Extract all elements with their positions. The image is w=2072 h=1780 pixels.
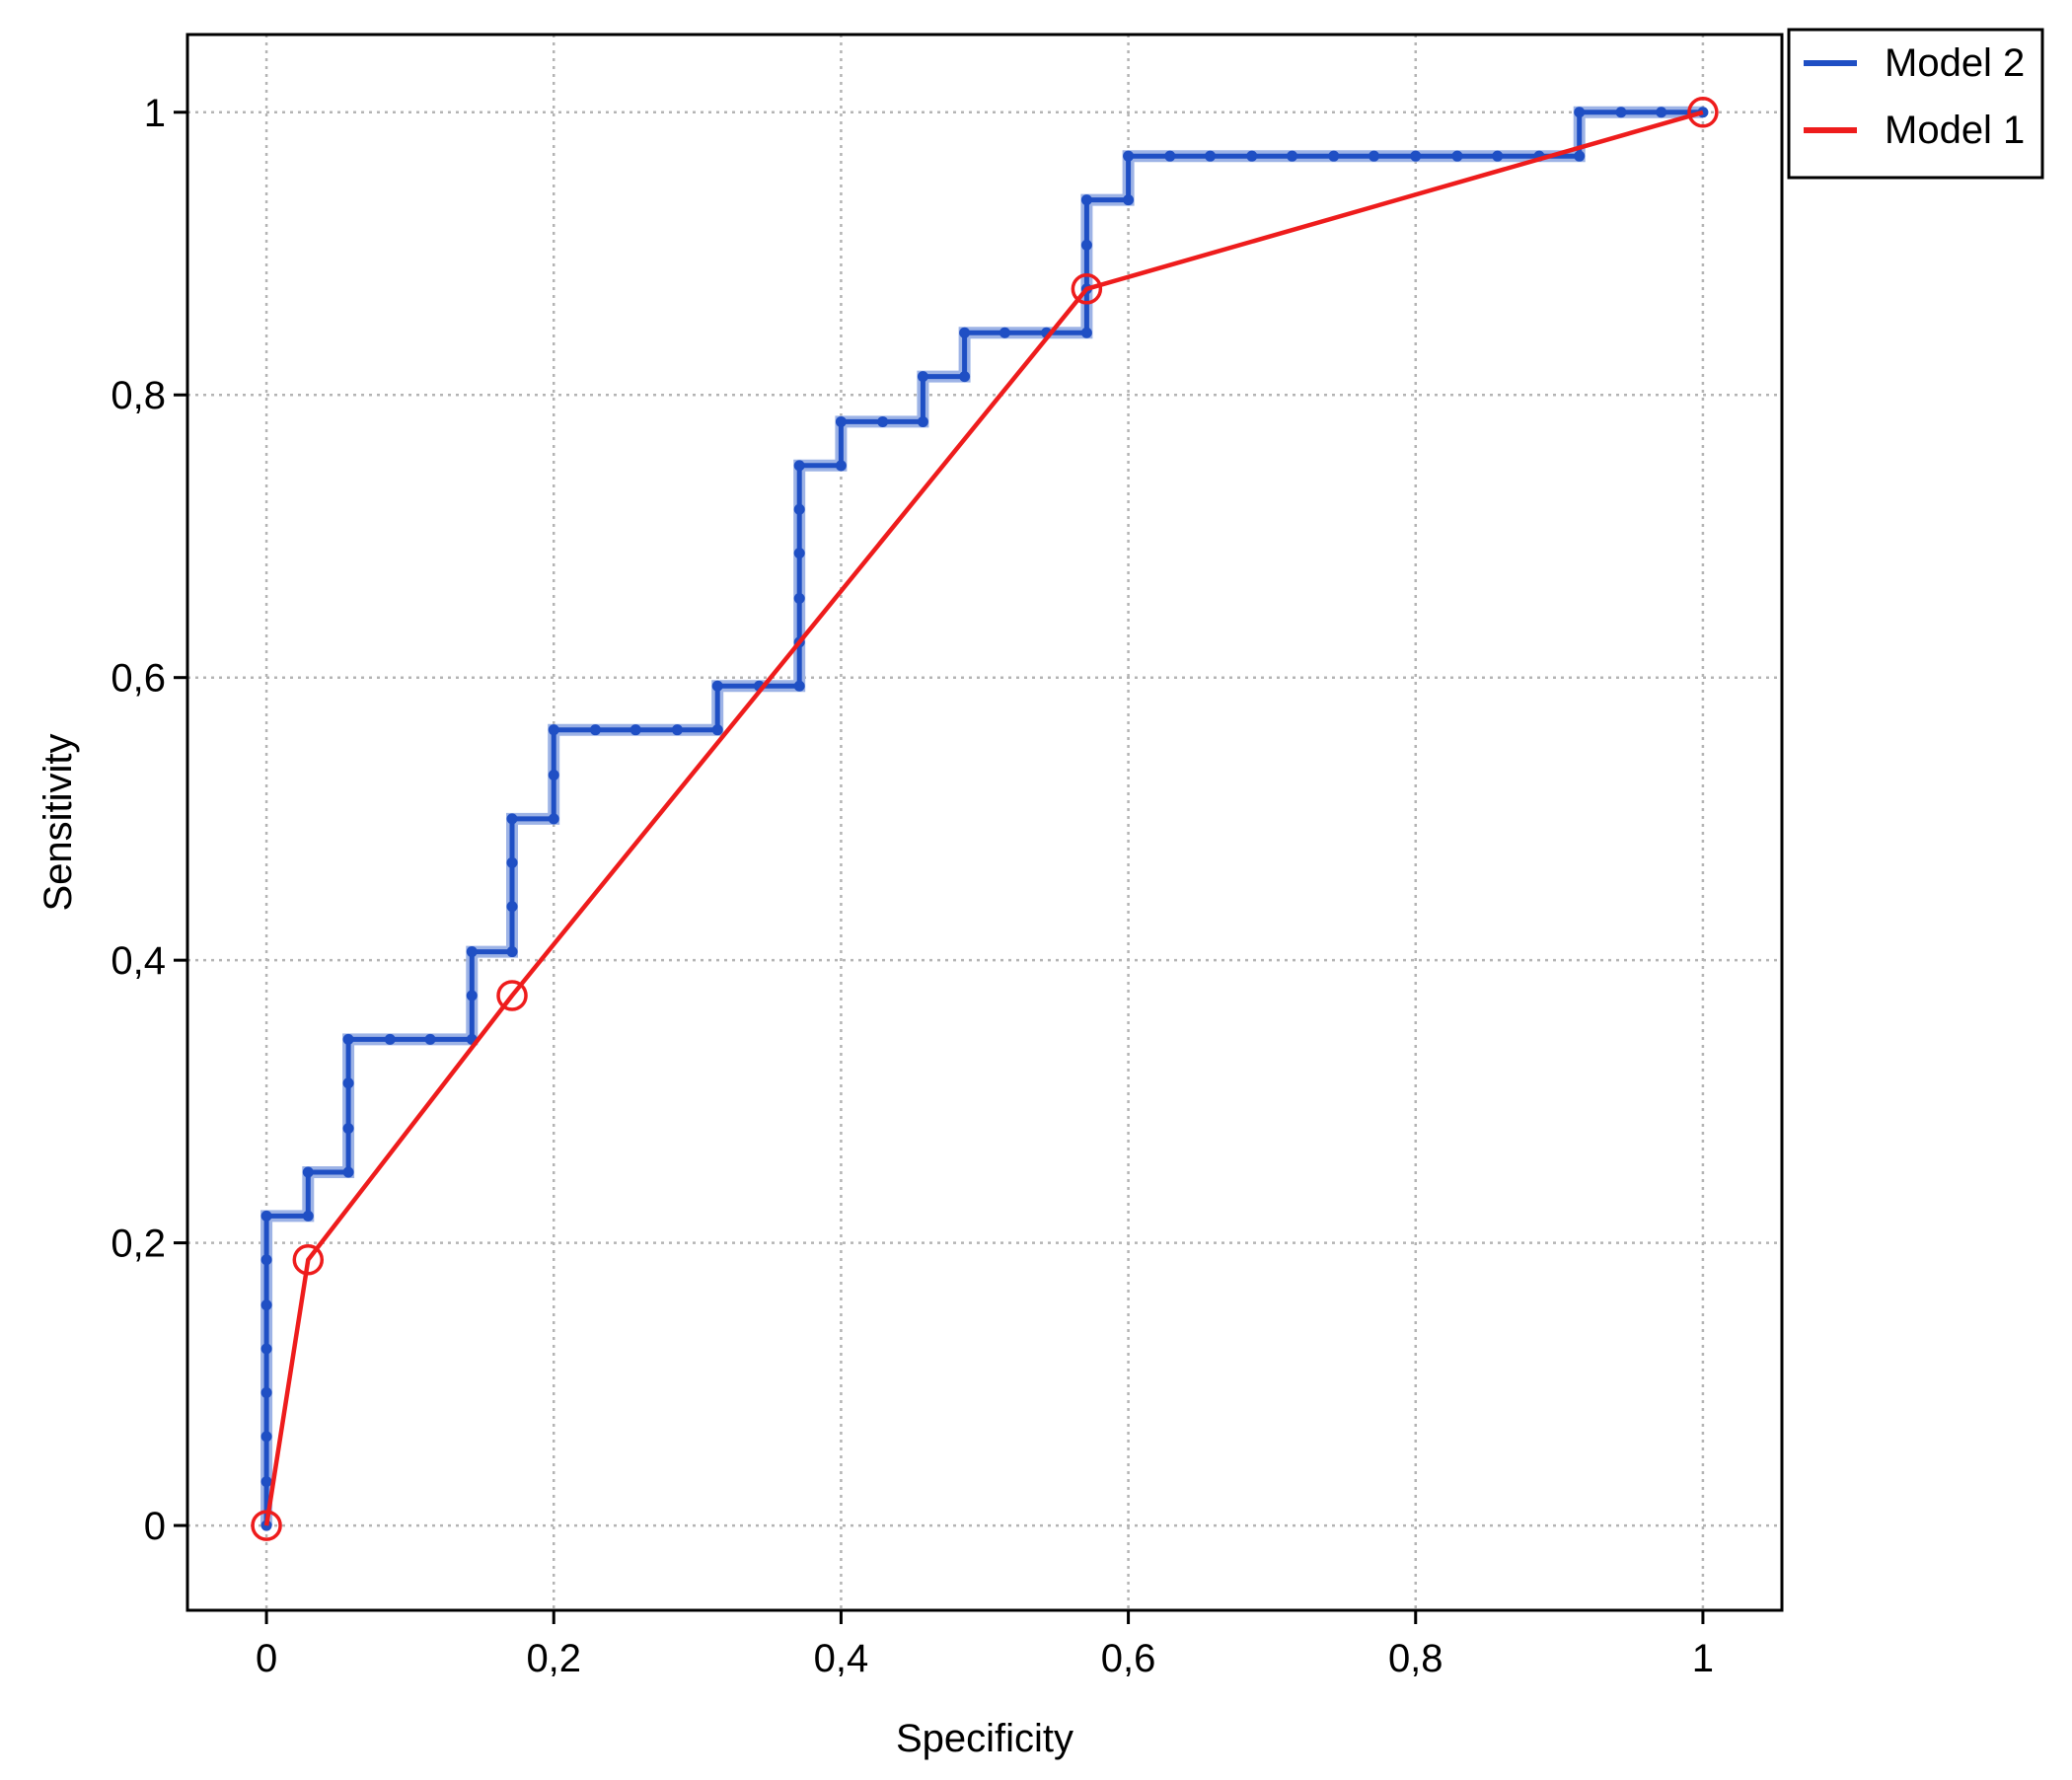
data-point xyxy=(496,980,528,1011)
y-tick-label: 0 xyxy=(144,1505,166,1548)
legend-box xyxy=(1787,28,2044,180)
data-point xyxy=(342,1123,354,1135)
x-tick-label: 1 xyxy=(1692,1637,1714,1680)
data-point xyxy=(959,371,971,383)
x-tick-label: 0 xyxy=(256,1637,277,1680)
data-point xyxy=(793,548,805,559)
data-point xyxy=(548,724,559,736)
data-point xyxy=(251,1510,282,1541)
data-point xyxy=(959,327,971,338)
series-line xyxy=(263,110,1703,1526)
x-tick-label: 0,8 xyxy=(1388,1637,1443,1680)
data-point xyxy=(1080,239,1092,251)
data-point xyxy=(999,327,1010,338)
data-point xyxy=(1574,150,1586,162)
data-point xyxy=(342,1033,354,1045)
data-point xyxy=(260,1476,272,1488)
data-point xyxy=(548,770,559,781)
y-tick-label: 0,8 xyxy=(111,374,166,417)
axes: 0 0,2 0,4 0,6 0,8 1 0 0,2 0,4 0,6 0,8 1 xyxy=(111,92,1714,1680)
data-point xyxy=(548,813,559,825)
data-point xyxy=(1080,327,1092,338)
data-point xyxy=(1451,150,1463,162)
data-point xyxy=(1246,150,1258,162)
plot-frame xyxy=(185,33,1784,1612)
data-point xyxy=(342,1077,354,1089)
x-axis-title: Specificity xyxy=(896,1717,1073,1760)
y-tick-label: 0,2 xyxy=(111,1223,166,1266)
data-point xyxy=(292,1244,325,1276)
x-tick-label: 0,4 xyxy=(814,1637,869,1680)
data-point xyxy=(1615,107,1627,118)
data-point xyxy=(1080,194,1092,206)
legend-label-model-2: Model 2 xyxy=(1885,41,2025,85)
series-line xyxy=(263,110,1704,1526)
data-point xyxy=(835,415,847,427)
data-point xyxy=(1071,273,1103,305)
data-point xyxy=(466,946,478,958)
data-point xyxy=(1410,150,1422,162)
data-point xyxy=(1369,150,1380,162)
data-point xyxy=(1205,150,1217,162)
data-point xyxy=(424,1033,436,1045)
data-point xyxy=(506,813,518,825)
data-point xyxy=(260,1386,272,1398)
y-tick-label: 0,6 xyxy=(111,657,166,701)
data-point xyxy=(506,901,518,913)
data-point xyxy=(917,415,928,427)
data-point xyxy=(260,1299,272,1311)
data-point xyxy=(711,680,723,692)
grid xyxy=(187,35,1782,1610)
data-point xyxy=(260,1254,272,1266)
data-point xyxy=(342,1166,354,1178)
legend: Model 2 Model 1 xyxy=(1787,28,2044,180)
data-point xyxy=(1574,107,1586,118)
data-point xyxy=(835,460,847,472)
y-tick-label: 0,4 xyxy=(111,939,166,983)
data-point xyxy=(1492,150,1504,162)
data-point xyxy=(466,990,478,1001)
data-point xyxy=(302,1166,314,1178)
data-point xyxy=(1328,150,1340,162)
data-point xyxy=(1164,150,1176,162)
data-point xyxy=(1287,150,1298,162)
data-point xyxy=(384,1033,396,1045)
y-axis-title: Sensitivity xyxy=(37,733,80,911)
data-point xyxy=(1687,97,1719,128)
x-tick-label: 0,6 xyxy=(1101,1637,1156,1680)
data-point xyxy=(793,680,805,692)
y-tick-label: 1 xyxy=(144,92,166,135)
data-point xyxy=(506,856,518,868)
data-point xyxy=(793,503,805,515)
series-model-2 xyxy=(260,106,1709,1531)
data-point xyxy=(1123,194,1135,206)
data-point xyxy=(793,592,805,604)
data-point xyxy=(260,1431,272,1443)
data-point xyxy=(671,724,683,736)
data-point xyxy=(1656,107,1667,118)
data-point xyxy=(260,1343,272,1355)
x-tick-label: 0,2 xyxy=(526,1637,581,1680)
data-point xyxy=(302,1210,314,1222)
data-point xyxy=(629,724,641,736)
data-point xyxy=(589,724,601,736)
legend-label-model-1: Model 1 xyxy=(1885,109,2025,152)
data-point xyxy=(711,724,723,736)
data-point xyxy=(1123,150,1135,162)
data-point xyxy=(917,371,928,383)
series-model-1 xyxy=(251,97,1719,1541)
data-point xyxy=(506,946,518,958)
data-point xyxy=(877,415,889,427)
data-point xyxy=(260,1210,272,1222)
series-layer xyxy=(251,97,1719,1541)
data-point xyxy=(793,460,805,472)
